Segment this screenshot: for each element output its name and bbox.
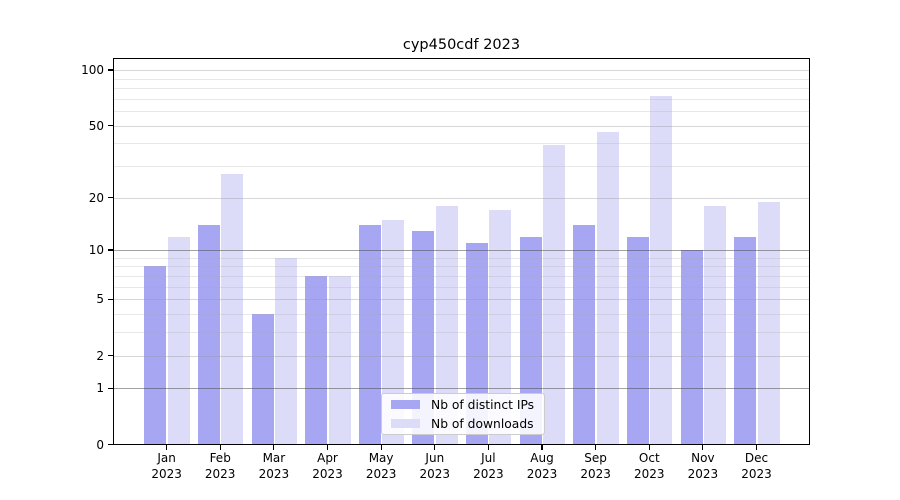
y-tick-50 <box>108 124 113 127</box>
x-tick-label-mar-2023: Mar 2023 <box>258 451 290 481</box>
legend-label-distinct-ips: Nb of distinct IPs <box>431 397 535 412</box>
distinct-ips-swatch-icon <box>391 400 420 409</box>
x-tick-label-jun-2023: Jun 2023 <box>419 451 451 481</box>
y-tick-10 <box>108 249 113 251</box>
bar-downloads-jan-2023 <box>167 236 190 445</box>
legend: Nb of distinct IPs Nb of downloads <box>381 393 545 435</box>
y-tick-5 <box>108 298 113 300</box>
x-tick-nov-2023 <box>702 445 704 450</box>
bar-distinct-ips-mar-2023 <box>251 314 274 445</box>
y-tick-label-0: 0 <box>96 437 104 452</box>
x-tick-label-may-2023: May 2023 <box>365 451 397 481</box>
chart-title: cyp450cdf 2023 <box>402 37 521 53</box>
gridline-labeled-100 <box>113 70 810 71</box>
x-tick-aug-2023 <box>541 445 543 450</box>
gridline-minor-3 <box>113 332 810 334</box>
bar-downloads-mar-2023 <box>274 257 297 445</box>
y-tick-label-50: 50 <box>88 118 104 133</box>
legend-item-downloads: Nb of downloads <box>391 416 544 432</box>
bar-downloads-jul-2023 <box>489 210 512 445</box>
bar-distinct-ips-aug-2023 <box>519 236 542 445</box>
gridline-minor-9 <box>113 257 810 259</box>
gridline-minor-4 <box>113 314 810 315</box>
x-tick-jul-2023 <box>487 445 489 450</box>
gridline-labeled-20 <box>113 197 810 199</box>
bar-distinct-ips-nov-2023 <box>680 250 703 445</box>
y-tick-label-10: 10 <box>88 243 104 257</box>
gridline-minor-6 <box>113 286 810 288</box>
x-tick-mar-2023 <box>273 445 275 450</box>
plot-area <box>113 58 810 445</box>
y-tick-label-20: 20 <box>88 190 104 205</box>
gridline-labeled-50 <box>113 125 810 127</box>
bar-downloads-oct-2023 <box>650 96 673 445</box>
gridline-major-10 <box>113 250 810 251</box>
y-tick-label-2: 2 <box>96 348 104 363</box>
bar-distinct-ips-feb-2023 <box>197 224 220 445</box>
x-tick-apr-2023 <box>326 445 329 450</box>
bar-distinct-ips-dec-2023 <box>734 236 757 445</box>
bar-distinct-ips-jun-2023 <box>412 230 435 445</box>
bar-distinct-ips-may-2023 <box>358 224 381 445</box>
downloads-swatch-icon <box>391 419 420 428</box>
bar-downloads-dec-2023 <box>757 201 780 445</box>
x-tick-sep-2023 <box>595 445 597 450</box>
gridline-minor-90 <box>113 78 810 80</box>
y-tick-0 <box>108 444 113 446</box>
bar-downloads-aug-2023 <box>543 145 565 445</box>
y-tick-label-100: 100 <box>81 63 104 77</box>
y-tick-label-5: 5 <box>96 292 104 307</box>
y-tick-100 <box>108 69 113 71</box>
legend-label-downloads: Nb of downloads <box>431 416 534 431</box>
gridline-labeled-5 <box>113 299 810 301</box>
x-tick-label-nov-2023: Nov 2023 <box>687 451 719 481</box>
y-tick-2 <box>108 354 113 357</box>
gridline-minor-40 <box>113 143 810 145</box>
gridline-minor-7 <box>113 275 810 277</box>
bar-downloads-feb-2023 <box>221 174 244 445</box>
x-tick-label-oct-2023: Oct 2023 <box>634 451 665 481</box>
x-tick-label-apr-2023: Apr 2023 <box>312 451 343 481</box>
gridline-minor-70 <box>113 98 810 100</box>
bar-downloads-sep-2023 <box>596 132 619 445</box>
bar-downloads-jun-2023 <box>435 205 458 445</box>
bar-distinct-ips-apr-2023 <box>305 275 328 445</box>
gridline-labeled-2 <box>113 355 810 357</box>
x-tick-jan-2023 <box>166 445 168 450</box>
bar-distinct-ips-sep-2023 <box>573 224 596 445</box>
x-tick-oct-2023 <box>648 445 650 450</box>
x-tick-label-aug-2023: Aug 2023 <box>526 451 558 481</box>
x-tick-feb-2023 <box>219 445 221 450</box>
x-tick-label-jul-2023: Jul 2023 <box>473 451 504 481</box>
y-tick-20 <box>108 196 113 199</box>
x-tick-label-jan-2023: Jan 2023 <box>151 451 182 481</box>
x-tick-label-sep-2023: Sep 2023 <box>580 451 611 481</box>
y-tick-label-1: 1 <box>96 381 104 396</box>
x-tick-label-feb-2023: Feb 2023 <box>204 451 236 481</box>
bar-distinct-ips-oct-2023 <box>626 236 649 445</box>
gridline-major-1 <box>113 388 810 390</box>
x-tick-dec-2023 <box>755 445 758 450</box>
bar-downloads-apr-2023 <box>328 275 351 445</box>
gridline-minor-60 <box>113 111 810 112</box>
x-tick-may-2023 <box>380 445 382 450</box>
x-tick-label-dec-2023: Dec 2023 <box>741 451 772 481</box>
gridline-minor-8 <box>113 266 810 268</box>
x-tick-jun-2023 <box>434 445 436 450</box>
gridline-minor-80 <box>113 88 810 89</box>
y-tick-1 <box>108 387 113 389</box>
bar-downloads-nov-2023 <box>703 205 726 445</box>
gridline-minor-30 <box>113 165 810 167</box>
legend-item-distinct-ips: Nb of distinct IPs <box>391 397 544 413</box>
bar-distinct-ips-jan-2023 <box>144 266 167 445</box>
